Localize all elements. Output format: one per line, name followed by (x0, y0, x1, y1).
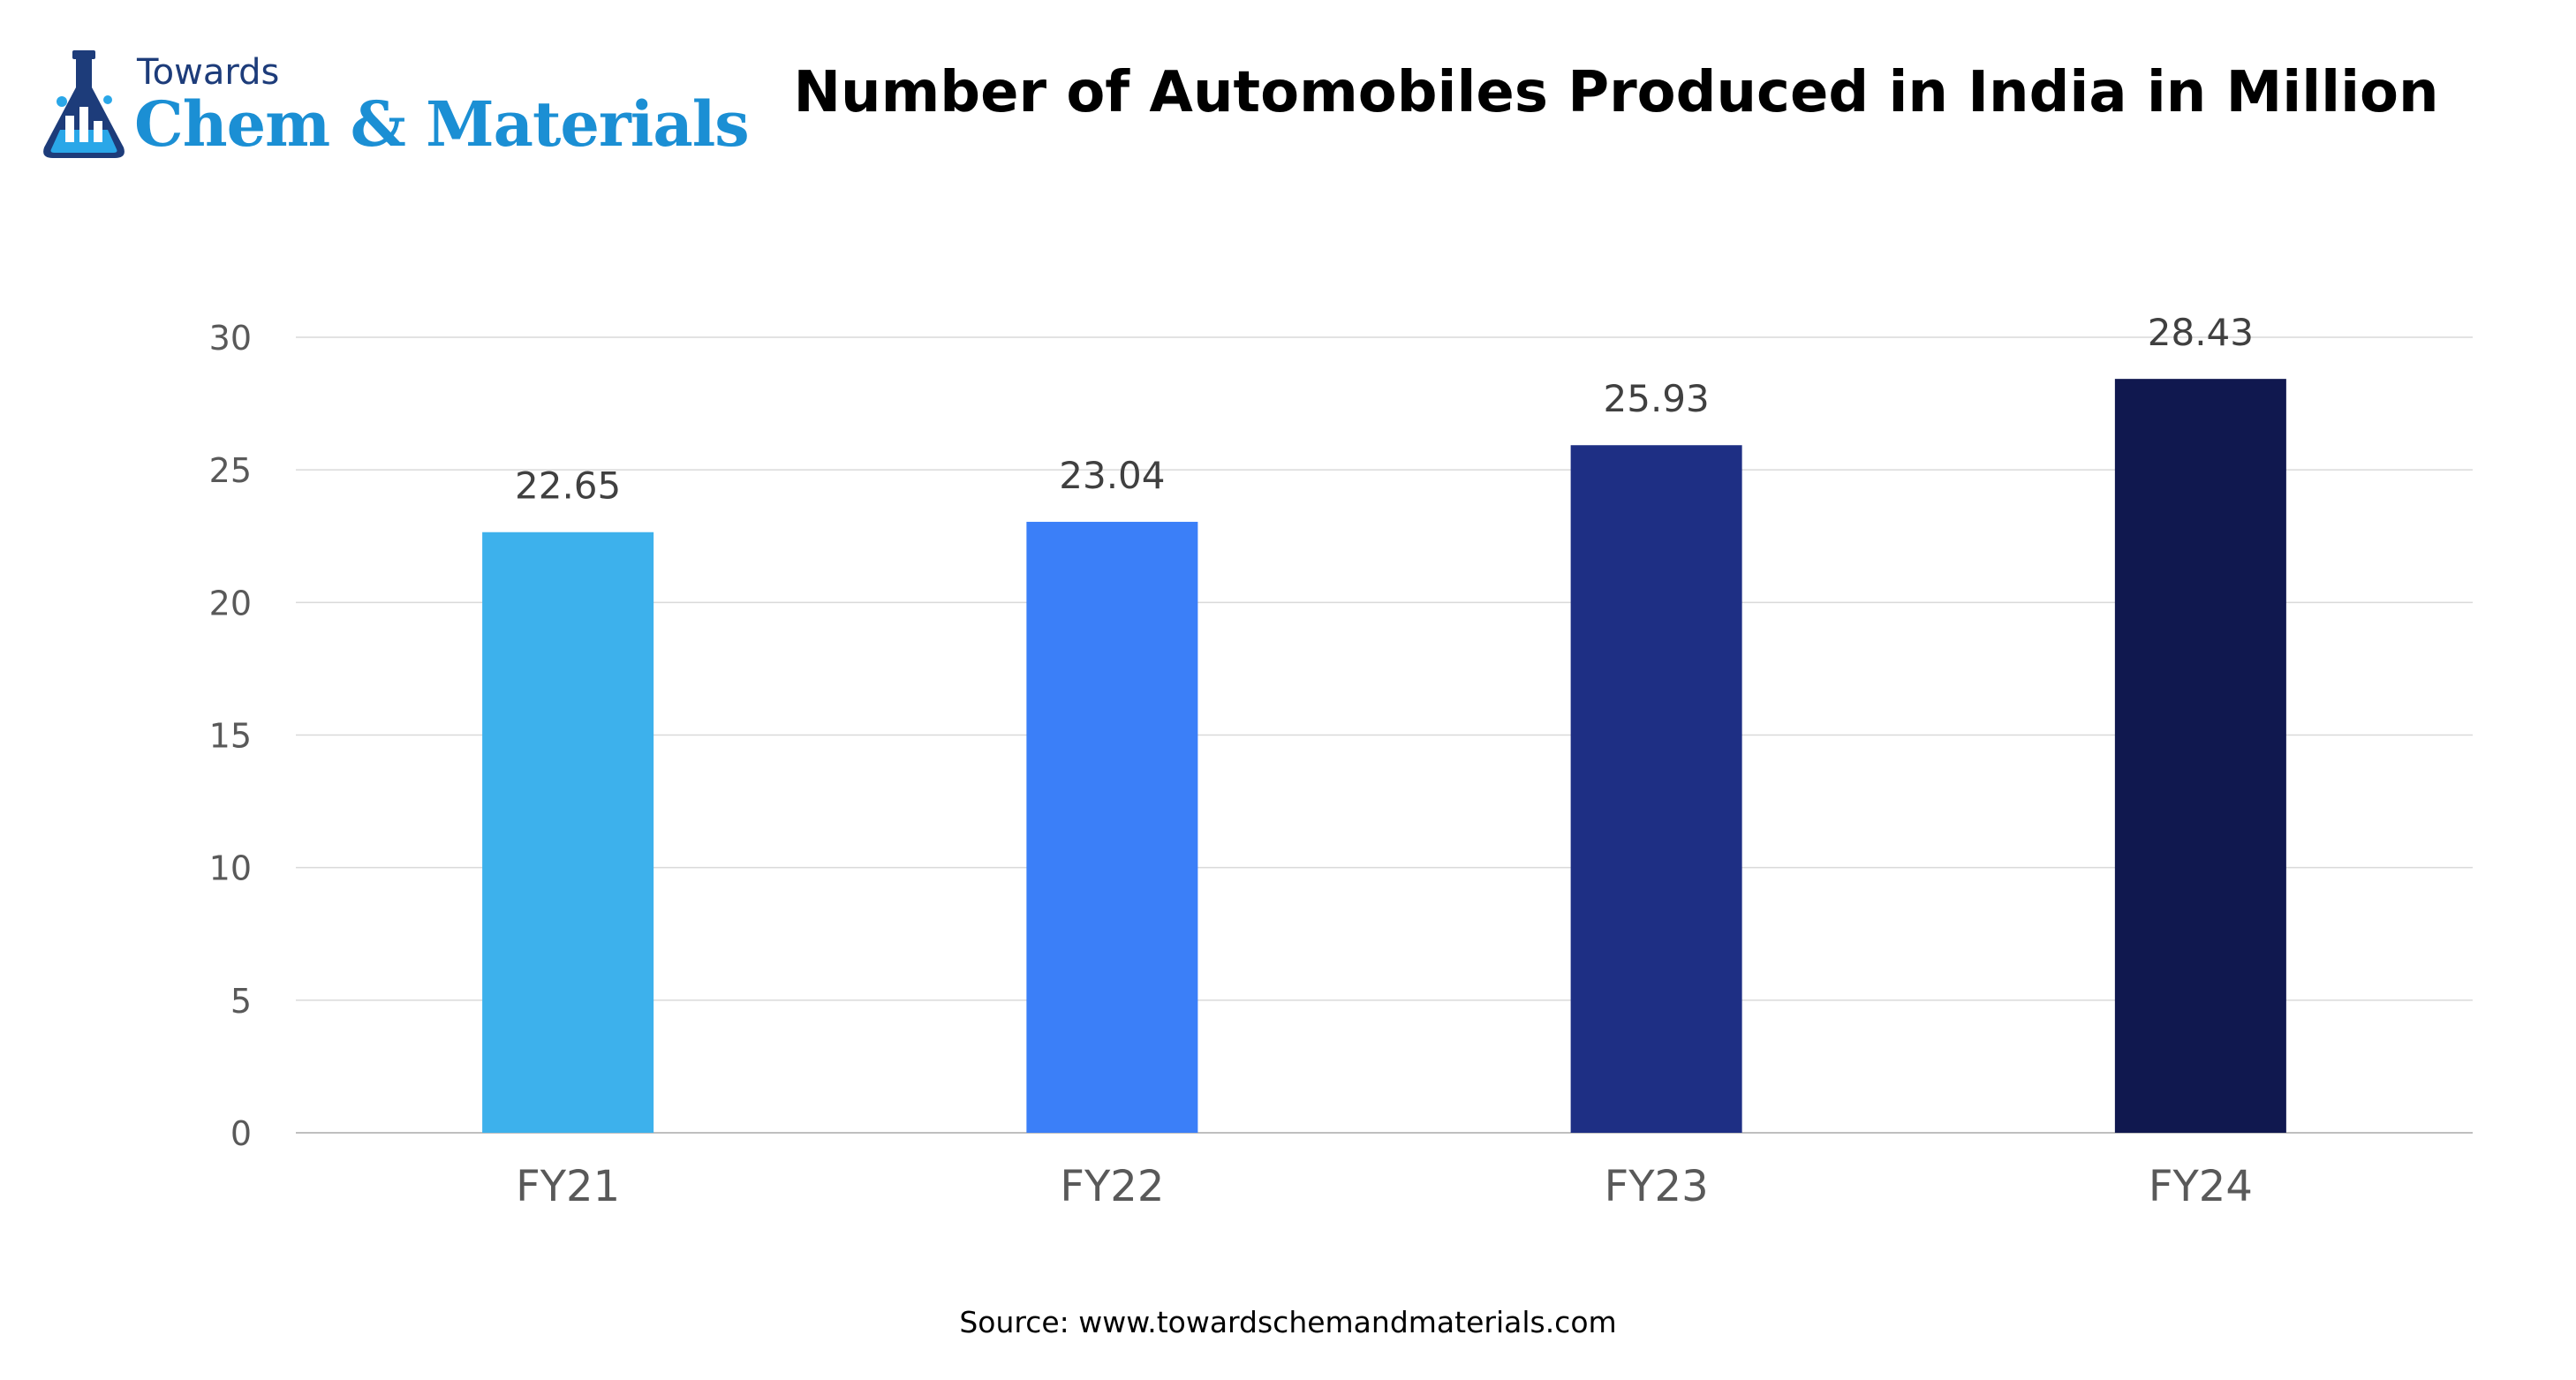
data-label-FY21: 22.65 (515, 464, 621, 508)
source-note: Source: www.towardschemandmaterials.com (959, 1305, 1617, 1339)
data-label-FY23: 25.93 (1604, 377, 1710, 420)
logo-towards-text: Towards (137, 52, 280, 93)
logo-main-text: Chem & Materials (134, 87, 750, 161)
y-tick-label-25: 25 (209, 451, 252, 490)
flask-logo-icon (43, 50, 125, 158)
x-axis-ticks: FY21 FY22 FY23 FY24 (516, 1162, 2253, 1211)
data-labels: 22.65 23.04 25.93 28.43 (515, 311, 2254, 508)
y-tick-label-30: 30 (209, 319, 252, 358)
chart-title: Number of Automobiles Produced in India … (793, 60, 2439, 125)
y-tick-label-20: 20 (209, 584, 252, 622)
bar-FY24 (2114, 379, 2286, 1133)
gridlines (296, 336, 2473, 1134)
x-tick-label-FY23: FY23 (1605, 1162, 1709, 1211)
y-axis-ticks: 0 5 10 15 20 25 30 (209, 319, 252, 1153)
bar-FY22 (1026, 522, 1198, 1133)
bar-FY21 (482, 532, 654, 1133)
x-tick-label-FY22: FY22 (1060, 1162, 1164, 1211)
y-tick-label-15: 15 (209, 717, 252, 756)
y-tick-label-5: 5 (230, 982, 252, 1021)
brand-logo: Towards Chem & Materials (35, 49, 750, 163)
x-tick-label-FY21: FY21 (516, 1162, 620, 1211)
bars (482, 379, 2286, 1133)
y-tick-label-0: 0 (230, 1114, 252, 1153)
x-tick-label-FY24: FY24 (2149, 1162, 2253, 1211)
data-label-FY22: 23.04 (1059, 454, 1165, 497)
bar-FY23 (1570, 445, 1742, 1133)
data-label-FY24: 28.43 (2148, 311, 2254, 354)
y-tick-label-10: 10 (209, 849, 252, 888)
